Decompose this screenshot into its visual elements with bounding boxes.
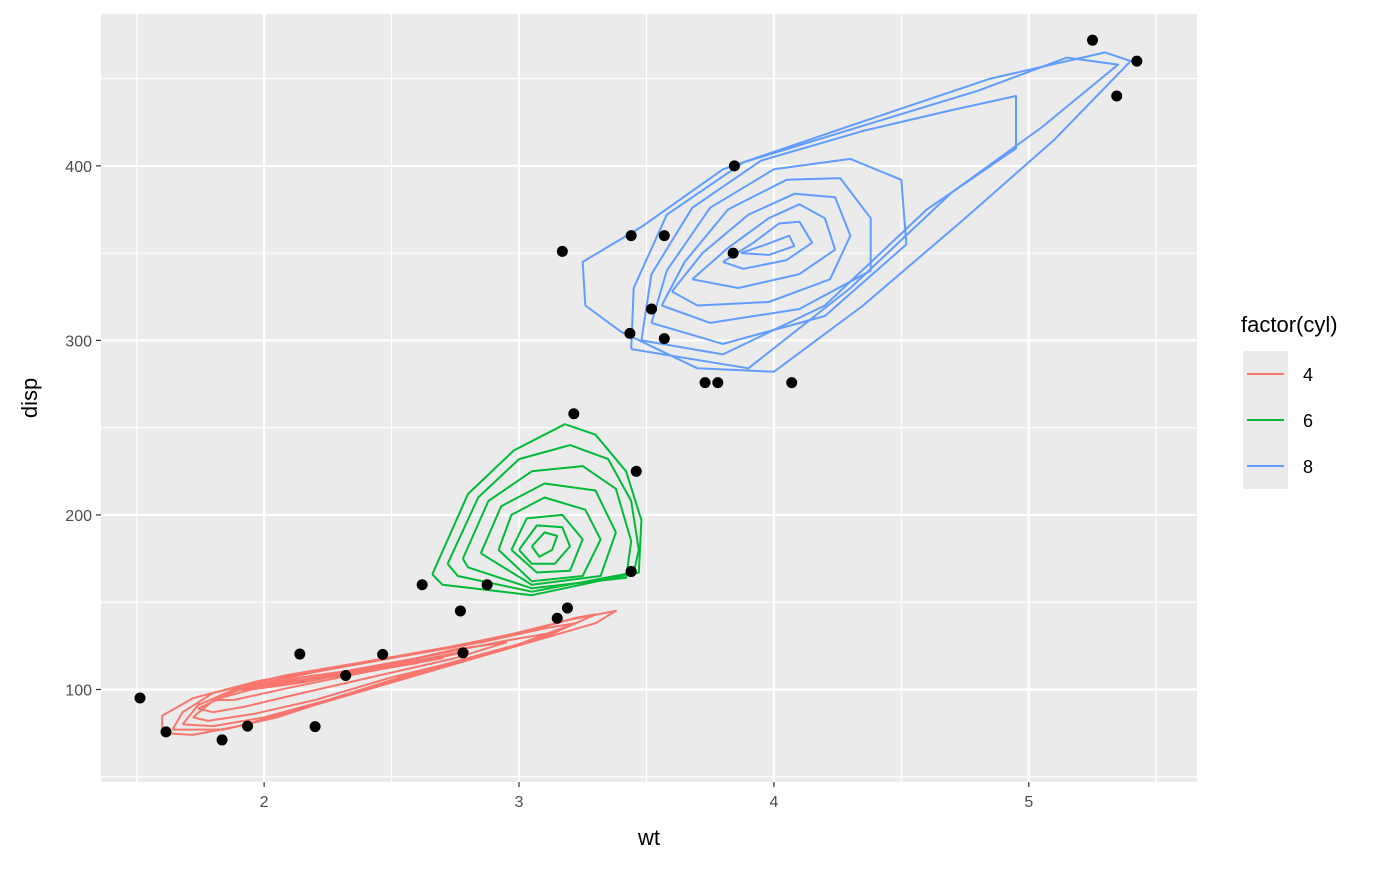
data-point: [786, 377, 798, 389]
panel-background: [101, 14, 1197, 782]
data-point: [457, 647, 469, 659]
data-point: [160, 726, 172, 738]
contour-line: [431, 423, 643, 597]
contour-line: [691, 203, 837, 289]
data-point: [1111, 90, 1123, 102]
contour-line: [497, 496, 602, 583]
data-point: [658, 230, 670, 242]
y-tick-label: 400: [65, 159, 92, 176]
data-point: [568, 408, 580, 420]
density-contours: [161, 51, 1132, 736]
legend-label: 8: [1303, 457, 1313, 477]
x-tick-label: 4: [769, 794, 778, 811]
contour-line: [461, 465, 633, 590]
y-axis-title: disp: [17, 378, 42, 418]
x-axis-title: wt: [637, 825, 660, 850]
data-point: [377, 648, 389, 660]
data-points: [134, 34, 1143, 746]
legend: factor(cyl) 4 6 8: [1241, 312, 1338, 489]
data-point: [1131, 55, 1143, 67]
legend-label: 4: [1303, 365, 1313, 385]
contour-line: [446, 444, 640, 593]
data-point: [340, 670, 352, 682]
data-point: [646, 303, 658, 315]
data-point: [551, 612, 563, 624]
contour-line: [581, 51, 1132, 373]
contour-line: [479, 482, 617, 586]
data-point: [1086, 34, 1098, 46]
data-point: [625, 230, 637, 242]
legend-title: factor(cyl): [1241, 312, 1338, 337]
legend-label: 6: [1303, 411, 1313, 431]
x-axis-ticks: 2 3 4 5: [260, 782, 1033, 811]
data-point: [416, 579, 428, 591]
contour-line: [640, 95, 1017, 356]
data-point: [728, 160, 740, 172]
contour-group-cyl-4: [161, 609, 617, 736]
data-point: [481, 579, 493, 591]
contour-group-cyl-8: [581, 51, 1132, 373]
contour-line: [660, 177, 872, 324]
data-point: [699, 377, 711, 389]
data-point: [712, 377, 724, 389]
data-point: [658, 333, 670, 345]
data-point: [625, 565, 637, 577]
x-tick-label: 3: [515, 794, 524, 811]
data-point: [454, 605, 466, 617]
data-point: [561, 602, 573, 614]
y-tick-label: 200: [65, 508, 92, 525]
contour-line: [518, 524, 571, 565]
data-point: [309, 721, 321, 733]
data-point: [134, 692, 146, 704]
contour-line: [671, 192, 852, 307]
x-tick-label: 2: [260, 794, 269, 811]
contour-line: [740, 234, 796, 256]
data-point: [556, 245, 568, 257]
data-point: [216, 734, 228, 746]
contour-line: [510, 513, 584, 574]
y-tick-label: 300: [65, 333, 92, 350]
data-point: [294, 648, 306, 660]
contour-line: [722, 220, 814, 270]
data-point: [242, 720, 254, 732]
y-tick-label: 100: [65, 682, 92, 699]
data-point: [630, 465, 642, 477]
contour-line: [630, 56, 1119, 370]
data-point: [624, 327, 636, 339]
contour-line: [530, 531, 559, 558]
contour-line: [181, 622, 577, 728]
data-point: [727, 247, 739, 259]
contour-group-cyl-6: [431, 423, 643, 597]
y-axis-ticks: 100 200 300 400: [65, 159, 101, 699]
x-tick-label: 5: [1024, 794, 1033, 811]
contour-line: [161, 609, 617, 736]
major-gridlines: [101, 14, 1197, 782]
